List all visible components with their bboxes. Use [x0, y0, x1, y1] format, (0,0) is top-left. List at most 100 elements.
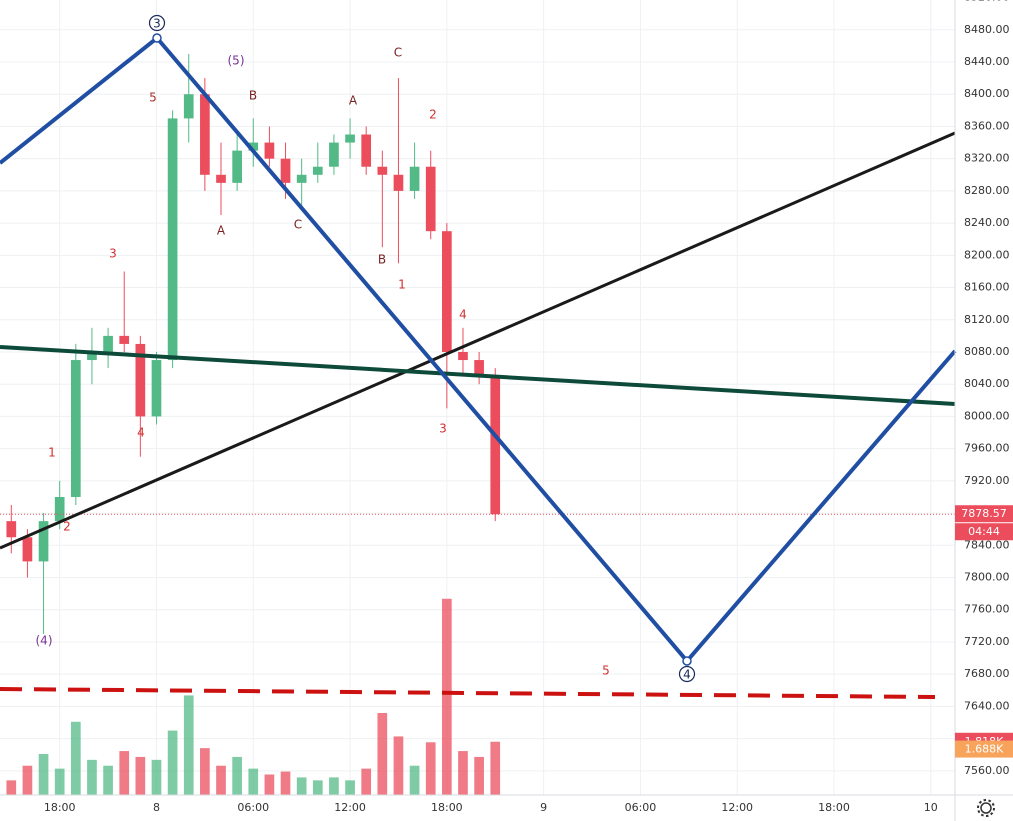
volume-bar: [458, 751, 468, 795]
settings-icon[interactable]: [977, 799, 995, 817]
x-tick-label: 18:00: [818, 801, 850, 814]
wave-label: 2: [429, 108, 437, 122]
x-tick-label: 8: [153, 801, 160, 814]
y-tick-label: 7840.00: [964, 538, 1010, 551]
volume-bar: [393, 736, 404, 795]
price-tag-label: 7878.57: [961, 507, 1007, 520]
volume-bar: [22, 765, 33, 795]
wave-label: 3: [439, 422, 447, 436]
volume-tag: [955, 740, 1013, 758]
volume-bar: [216, 765, 226, 795]
wave-label: A: [217, 224, 226, 238]
wave-circle: [148, 14, 166, 32]
volume-bar: [264, 774, 275, 795]
wave-label: (5): [228, 54, 245, 68]
candle-body: [425, 166, 436, 232]
candle-body: [296, 174, 307, 183]
volume-bar: [312, 780, 323, 795]
wave-label: B: [378, 253, 386, 267]
volume-bar: [425, 742, 436, 795]
volume-bar: [329, 777, 339, 795]
candle-body: [216, 174, 226, 183]
trend-line: [0, 345, 956, 406]
y-tick-label: 8200.00: [964, 248, 1010, 261]
volume-bar: [377, 713, 388, 795]
candle-body: [232, 150, 242, 183]
volume-bar: [70, 721, 81, 795]
x-tick-label: 12:00: [721, 801, 753, 814]
wave-label: 5: [149, 91, 157, 105]
volume-bar: [280, 771, 291, 795]
trend-line: [0, 131, 956, 550]
wave-label: 2: [63, 520, 71, 534]
y-tick-label: 8360.00: [964, 119, 1010, 132]
countdown-tag: [955, 523, 1013, 541]
y-tick-label: 7800.00: [964, 571, 1010, 584]
candle-body: [119, 335, 130, 344]
candle-body: [361, 134, 372, 167]
wave-label: 1: [48, 446, 56, 460]
candle-body: [200, 94, 210, 175]
gear-teeth[interactable]: [977, 799, 995, 817]
y-tick-label: 8080.00: [964, 345, 1010, 358]
candles: [0, 53, 955, 634]
candle-body: [474, 360, 484, 377]
candle-body: [377, 166, 388, 175]
volume-bar: [490, 741, 501, 795]
wave-label: B: [249, 89, 257, 103]
x-tick-label: 10: [924, 801, 938, 814]
volume-bar: [474, 756, 484, 795]
y-tick-label: 7960.00: [964, 442, 1010, 455]
volume-bar: [248, 768, 259, 795]
volume-bar: [135, 756, 146, 795]
candle-body: [264, 142, 275, 159]
x-tick-label: 18:00: [431, 801, 463, 814]
wave-label: 5: [602, 664, 610, 678]
volume-bar: [119, 751, 130, 795]
candle-body: [458, 351, 468, 361]
y-tick-label: 8520.00: [964, 0, 1010, 4]
wave-label: 3: [109, 247, 117, 261]
y-tick-label: 8320.00: [964, 152, 1010, 165]
y-tick-label: 8160.00: [964, 281, 1010, 294]
candle-body: [329, 142, 339, 167]
y-tick-label: 7720.00: [964, 635, 1010, 648]
candle-body: [151, 360, 162, 417]
y-tick-label: 7680.00: [964, 667, 1010, 680]
candle-body: [70, 360, 81, 497]
candle-body: [409, 166, 420, 191]
candle-body: [490, 376, 501, 515]
wave-label: 4: [459, 308, 467, 322]
volume-bar: [54, 768, 65, 795]
gear[interactable]: [980, 802, 992, 814]
candle-body: [183, 94, 194, 119]
wave-label: 3: [153, 17, 161, 31]
y-tick-label: 8120.00: [964, 313, 1010, 326]
y-tick-label: 8480.00: [964, 23, 1010, 36]
volume-bar: [87, 759, 97, 795]
candle-body: [135, 343, 146, 417]
wave-label: 1: [398, 278, 406, 292]
candle-body: [22, 537, 33, 562]
y-tick-label: 7760.00: [964, 603, 1010, 616]
wave-path: [0, 35, 957, 665]
volume-bar: [103, 765, 113, 795]
volume-bar: [409, 765, 420, 795]
candle-body: [167, 118, 178, 361]
volume-bar: [183, 695, 194, 795]
candle-body: [38, 521, 49, 562]
volume-bar: [232, 756, 242, 795]
candle-body: [393, 174, 404, 191]
volume-bar: [361, 768, 372, 795]
wave-label: C: [394, 46, 402, 60]
wave-label: 4: [683, 668, 691, 682]
y-tick-label: 8000.00: [964, 409, 1010, 422]
volume-bar: [167, 730, 178, 795]
candle-body: [6, 521, 17, 538]
y-tick-label: 7920.00: [964, 474, 1010, 487]
wave-label: (4): [36, 634, 53, 648]
countdown-label: 04:44: [968, 525, 1000, 538]
candle-body: [345, 134, 355, 143]
candle-body: [103, 335, 113, 352]
y-tick-label: 8400.00: [964, 87, 1010, 100]
